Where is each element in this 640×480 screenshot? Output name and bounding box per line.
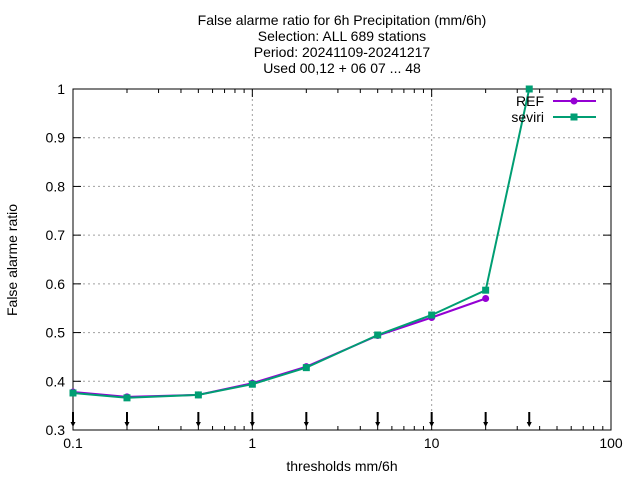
x-tick-label: 100: [599, 435, 623, 451]
x-tick-label: 1: [248, 435, 256, 451]
data-point-seviri: [123, 394, 131, 402]
series-group: [69, 85, 533, 402]
data-point-seviri: [482, 286, 490, 294]
threshold-arrow-head: [249, 422, 255, 427]
data-point-seviri: [248, 380, 256, 388]
y-tick-label: 0.8: [46, 178, 66, 194]
legend-marker-seviri: [570, 113, 578, 121]
data-point-seviri: [525, 85, 533, 93]
threshold-arrow-head: [70, 422, 76, 427]
series-line-ref: [72, 297, 487, 398]
y-tick-label: 1: [57, 81, 65, 97]
y-tick-label: 0.7: [46, 227, 66, 243]
chart-title: False alarme ratio for 6h Precipitation …: [198, 12, 487, 76]
data-point-ref: [482, 294, 490, 302]
x-tick-label: 0.1: [63, 435, 83, 451]
threshold-arrow-head: [429, 422, 435, 427]
axes: 0.3 0.4 0.5 0.6 0.7 0.8 0.9 1 0.1 1 10 100: [46, 81, 623, 451]
threshold-arrow-head: [124, 422, 130, 427]
threshold-arrow-head: [483, 422, 489, 427]
y-axis-label: False alarme ratio: [4, 204, 20, 316]
legend-marker-ref: [570, 97, 578, 105]
x-tick-label: 10: [424, 435, 440, 451]
x-axis-label: thresholds mm/6h: [286, 458, 397, 474]
data-point-seviri: [374, 331, 382, 339]
plot-frame: [72, 88, 612, 431]
y-tick-label: 0.9: [46, 130, 66, 146]
y-tick-label: 0.3: [46, 422, 66, 438]
data-point-seviri: [194, 391, 202, 399]
title-line-2: Selection: ALL 689 stations: [258, 28, 426, 44]
data-point-seviri: [428, 311, 436, 319]
data-point-seviri: [302, 364, 310, 372]
title-line-3: Period: 20241109-20241217: [254, 44, 431, 60]
title-line-1: False alarme ratio for 6h Precipitation …: [198, 12, 487, 28]
y-tick-label: 0.6: [46, 276, 66, 292]
title-line-4: Used 00,12 + 06 07 ... 48: [263, 60, 421, 76]
threshold-arrow-head: [303, 422, 309, 427]
legend-label-seviri: seviri: [511, 109, 544, 125]
threshold-arrow-head: [526, 422, 532, 427]
data-point-seviri: [69, 389, 77, 397]
grid: [73, 89, 611, 430]
series-line-seviri: [72, 88, 531, 399]
legend-label-ref: REF: [516, 93, 544, 109]
threshold-arrow-head: [195, 422, 201, 427]
y-tick-label: 0.4: [46, 373, 66, 389]
threshold-arrow-head: [375, 422, 381, 427]
arrow-markers: [70, 412, 532, 427]
y-tick-label: 0.5: [46, 325, 66, 341]
